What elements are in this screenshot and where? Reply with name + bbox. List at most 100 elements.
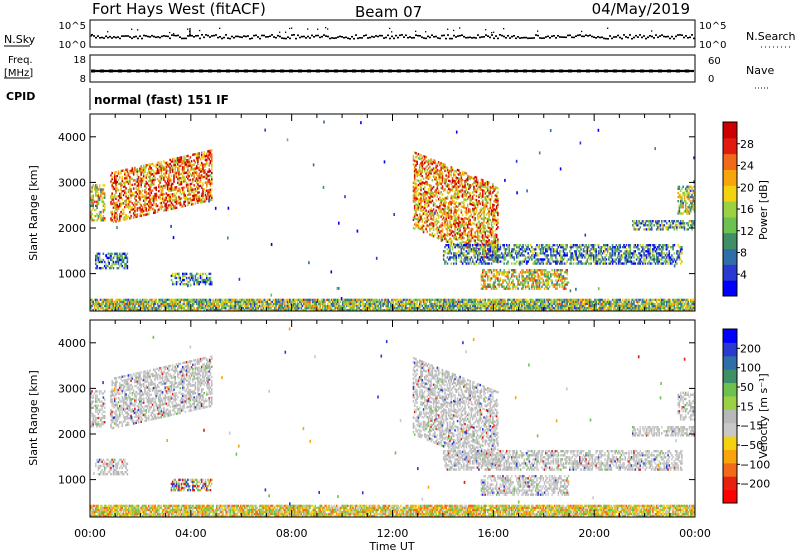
data-cell (678, 204, 681, 207)
data-cell (642, 244, 644, 247)
data-cell (113, 210, 116, 213)
nsky-point (409, 36, 411, 38)
data-cell (183, 159, 185, 163)
data-cell (495, 205, 498, 208)
data-cell (495, 248, 498, 251)
data-cell (193, 196, 195, 199)
data-cell (120, 262, 122, 266)
data-cell (113, 181, 116, 184)
data-cell (421, 164, 424, 168)
data-cell (528, 269, 531, 272)
data-cell (482, 269, 484, 272)
data-cell (464, 244, 466, 247)
data-cell (561, 283, 563, 286)
data-cell (483, 258, 485, 261)
data-cell (202, 200, 204, 203)
data-cell (492, 258, 494, 261)
data-cell (479, 244, 482, 247)
data-cell (546, 283, 548, 286)
data-cell (490, 242, 493, 245)
data-cell (498, 248, 500, 251)
data-cell (140, 167, 142, 170)
data-cell (524, 250, 527, 253)
data-cell (468, 241, 470, 244)
nsky-point (683, 36, 685, 39)
data-cell (480, 262, 483, 265)
data-cell (487, 252, 489, 255)
data-cell (421, 175, 424, 178)
data-cell (484, 216, 487, 220)
nsky-point (235, 35, 237, 38)
nsky-point (553, 35, 555, 37)
data-cell (199, 164, 202, 167)
data-cell (148, 180, 150, 183)
data-cell (91, 190, 93, 193)
nsearch-point (453, 29, 455, 32)
data-cell (465, 188, 468, 192)
data-cell (183, 202, 185, 206)
data-cell (136, 213, 139, 216)
data-cell (446, 185, 449, 188)
data-cell (460, 174, 463, 177)
data-cell (439, 198, 441, 201)
data-cell (589, 262, 591, 265)
data-cell (476, 215, 479, 219)
data-cell (528, 273, 531, 276)
data-cell (629, 252, 632, 255)
data-cell (672, 220, 674, 223)
data-cell (464, 192, 466, 195)
nsky-point (487, 35, 489, 37)
nsky-point (607, 38, 609, 40)
nsky-point (507, 35, 509, 37)
data-cell (115, 175, 117, 178)
data-cell (208, 272, 211, 276)
data-cell (197, 201, 199, 205)
data-cell (662, 228, 664, 231)
data-cell (572, 254, 575, 257)
data-cell (194, 179, 197, 183)
data-cell (455, 252, 458, 255)
data-cell (458, 222, 460, 225)
data-cell (449, 246, 451, 249)
data-cell (667, 226, 669, 229)
data-cell (101, 267, 103, 270)
data-cell (174, 174, 176, 177)
data-cell (522, 260, 524, 263)
data-cell (91, 217, 93, 220)
data-cell (417, 216, 420, 219)
data-cell (97, 260, 100, 264)
data-cell (661, 252, 663, 255)
data-cell (693, 224, 695, 227)
data-cell (469, 198, 471, 201)
data-cell (449, 256, 451, 259)
data-cell (495, 211, 498, 214)
nave-point (325, 69, 329, 73)
data-cell (466, 174, 469, 178)
data-cell (134, 195, 136, 198)
data-cell (417, 171, 420, 174)
data-cell (132, 212, 135, 215)
data-cell (439, 169, 441, 173)
data-cell (553, 244, 556, 247)
data-cell (188, 197, 190, 200)
data-cell (439, 161, 441, 164)
data-cell (638, 260, 640, 263)
data-cell (432, 222, 435, 226)
data-cell (489, 241, 492, 244)
data-cell (497, 201, 499, 204)
data-cell (178, 272, 180, 276)
data-cell (448, 175, 450, 178)
data-cell (122, 212, 125, 215)
data-cell (460, 244, 463, 247)
data-cell (514, 271, 517, 274)
data-cell (623, 262, 625, 265)
data-cell (206, 154, 208, 157)
data-cell (567, 281, 570, 284)
data-cell (479, 223, 482, 226)
data-cell (653, 254, 655, 257)
data-cell (440, 211, 442, 214)
nave-point (136, 69, 140, 73)
data-cell (200, 200, 203, 204)
data-cell (498, 281, 500, 284)
data-cell (100, 219, 102, 222)
